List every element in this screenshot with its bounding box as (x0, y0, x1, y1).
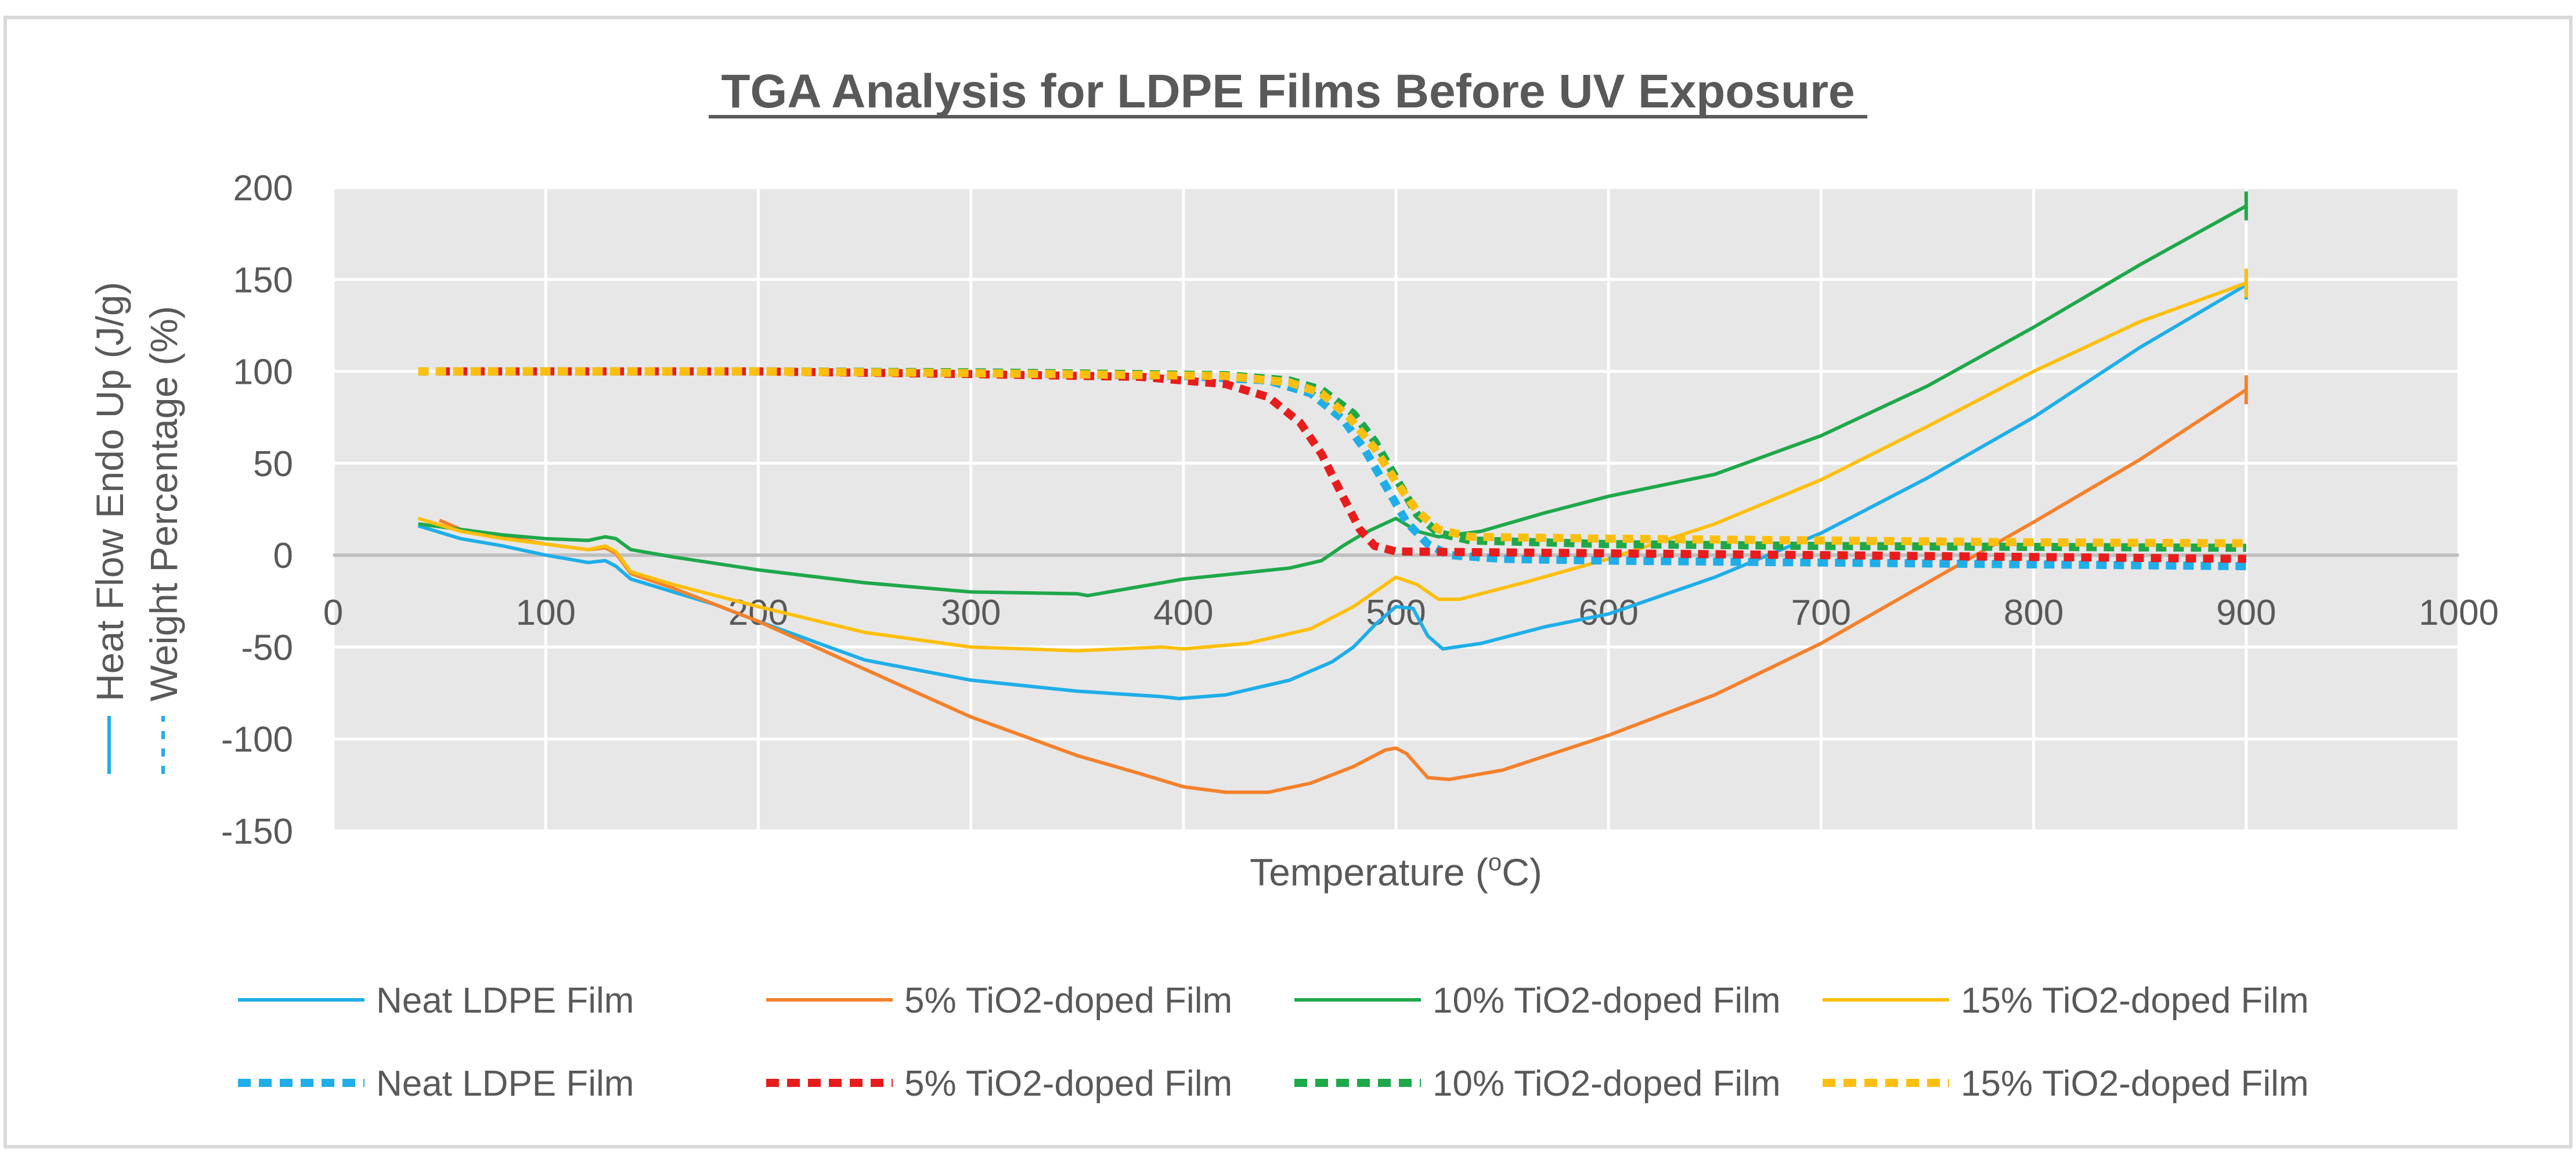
x-tick-label: 0 (323, 593, 343, 633)
legend-label-1: 5% TiO2-doped Film (904, 981, 1232, 1021)
x-tick-label: 300 (941, 593, 1001, 633)
legend-label-6: 10% TiO2-doped Film (1433, 1064, 1781, 1104)
x-tick-label: 800 (2004, 593, 2063, 633)
y-tick-label: 200 (233, 168, 293, 208)
x-tick-label: 900 (2216, 593, 2276, 633)
series-line-weight-7 (418, 367, 2246, 548)
series-line-heat_flow-0 (417, 283, 2247, 701)
series-line-weight-4 (418, 367, 2246, 571)
y-tick-label: 100 (233, 352, 293, 393)
legend-label-3: 15% TiO2-doped Film (1961, 981, 2309, 1021)
chart-title: TGA Analysis for LDPE Films Before UV Ex… (721, 65, 1855, 118)
y-axis-title-dashed-text: Weight Percentage (%) (142, 306, 185, 701)
legend-label-7: 15% TiO2-doped Film (1961, 1064, 2309, 1104)
y-axis-title-solid-text: Heat Flow Endo Up (J/g) (88, 282, 131, 701)
x-tick-label: 100 (515, 593, 575, 633)
legend-label-2: 10% TiO2-doped Film (1433, 981, 1781, 1021)
x-tick-label: 700 (1791, 593, 1851, 633)
x-axis-title-tail: C) (1502, 851, 1542, 894)
series-line-heat_flow-2 (418, 204, 2247, 597)
y-tick-label: 0 (273, 536, 293, 576)
y-tick-label: 50 (253, 444, 293, 484)
legend-label-5: 5% TiO2-doped Film (904, 1064, 1232, 1104)
x-axis-title: Temperature (oC) (1250, 848, 1542, 894)
legend-label-0: Neat LDPE Film (376, 981, 634, 1021)
x-axis-title-main: Temperature ( (1250, 851, 1488, 894)
series-line-heat_flow-3 (417, 281, 2247, 653)
legend-label-4: Neat LDPE Film (376, 1064, 634, 1104)
x-axis-title-superscript: o (1488, 848, 1502, 876)
y-tick-label: 150 (233, 260, 293, 300)
y-axis-title-heat-flow: Heat Flow Endo Up (J/g) (88, 282, 131, 774)
series-line-weight-5 (439, 367, 2246, 563)
legend: Neat LDPE Film 5% TiO2-doped Film 10% TiO2… (238, 981, 2309, 1104)
x-tick-label: 400 (1153, 593, 1213, 633)
series-layer (417, 191, 2248, 794)
x-tick-label: 1000 (2419, 593, 2499, 633)
y-axis-title-weight: Weight Percentage (%) (142, 306, 185, 774)
y-tick-label: -100 (221, 720, 293, 760)
y-tick-label: -150 (221, 812, 293, 852)
y-tick-label: -50 (241, 628, 293, 668)
